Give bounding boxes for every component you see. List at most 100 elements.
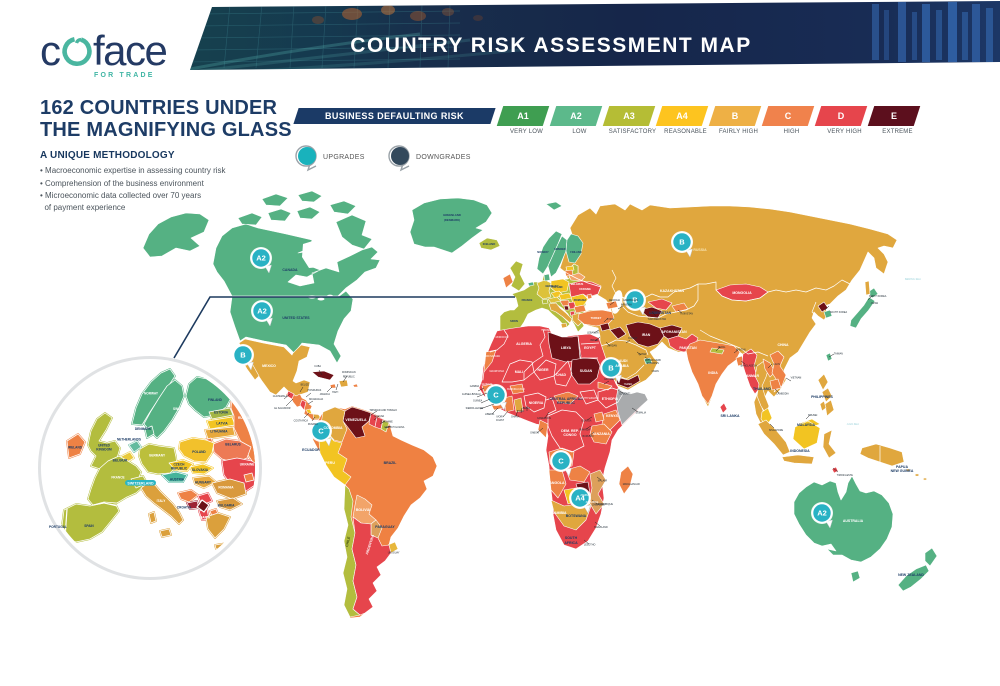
svg-text:KENYA: KENYA — [606, 414, 618, 418]
svg-text:TAJIKISTAN: TAJIKISTAN — [680, 312, 693, 315]
svg-text:COLOMBIA: COLOMBIA — [323, 426, 343, 430]
svg-text:NICARAGUA: NICARAGUA — [309, 398, 324, 401]
svg-text:CENTRAL AFRICAN: CENTRAL AFRICAN — [549, 397, 583, 401]
svg-text:SPAIN: SPAIN — [84, 524, 94, 528]
svg-text:TUNISIA: TUNISIA — [541, 329, 551, 332]
svg-text:UGANDA: UGANDA — [581, 420, 592, 423]
svg-text:UKRAINE: UKRAINE — [579, 287, 591, 291]
svg-text:GUINEA: GUINEA — [473, 400, 483, 403]
svg-text:MALI: MALI — [515, 370, 524, 374]
svg-text:CZECH: CZECH — [174, 463, 186, 467]
svg-text:MEXICO: MEXICO — [262, 364, 276, 368]
svg-text:CANADA: CANADA — [282, 268, 298, 272]
svg-text:KAZAKHSTAN: KAZAKHSTAN — [660, 289, 685, 293]
svg-text:UKRAINE: UKRAINE — [240, 463, 255, 467]
svg-text:ARMENIA: ARMENIA — [621, 304, 632, 307]
svg-text:GERMANY: GERMANY — [545, 284, 559, 288]
svg-text:ARABIA: ARABIA — [615, 364, 629, 368]
svg-text:GEORGIA: GEORGIA — [609, 299, 621, 302]
svg-text:MADAGASCAR: MADAGASCAR — [623, 483, 640, 486]
svg-text:B: B — [240, 351, 246, 360]
svg-text:C: C — [493, 391, 499, 400]
svg-text:ZAMBIA: ZAMBIA — [580, 494, 589, 497]
svg-text:ICELAND: ICELAND — [483, 242, 495, 246]
svg-text:TURKEY: TURKEY — [591, 316, 602, 320]
svg-text:MONGOLIA: MONGOLIA — [732, 291, 752, 295]
svg-text:A4: A4 — [575, 494, 585, 503]
svg-text:REPUBLIC: REPUBLIC — [343, 376, 355, 379]
svg-text:CAMEROON: CAMEROON — [537, 417, 551, 420]
svg-text:BELARUS: BELARUS — [571, 282, 584, 286]
svg-text:MOZAMBIQUE: MOZAMBIQUE — [597, 503, 614, 506]
svg-text:UNITED ARAB: UNITED ARAB — [645, 359, 661, 362]
svg-text:CROATIA: CROATIA — [177, 506, 192, 510]
svg-text:BOLIVIA: BOLIVIA — [356, 508, 371, 512]
svg-text:VENEZUELA: VENEZUELA — [345, 418, 367, 422]
svg-text:SWEDEN: SWEDEN — [554, 247, 566, 251]
svg-text:NETHERLANDS: NETHERLANDS — [117, 438, 141, 442]
svg-text:BOTSWANA: BOTSWANA — [566, 514, 587, 518]
svg-text:SUDAN: SUDAN — [580, 369, 593, 373]
svg-text:MOROCCO: MOROCCO — [496, 336, 509, 339]
svg-text:DOMINICAN: DOMINICAN — [342, 371, 356, 374]
svg-text:SOUTH SUDAN: SOUTH SUDAN — [579, 397, 597, 400]
svg-text:POLAND: POLAND — [552, 285, 563, 289]
svg-text:AUSTRALIA: AUSTRALIA — [843, 519, 864, 523]
svg-text:CHINA: CHINA — [777, 343, 789, 347]
svg-text:NIGER: NIGER — [537, 368, 549, 372]
svg-text:face: face — [93, 27, 167, 74]
svg-text:BHUTAN: BHUTAN — [736, 348, 746, 351]
svg-text:ZIMBABWE: ZIMBABWE — [586, 501, 599, 504]
svg-text:COUNTRY RISK ASSESSMENT MAP: COUNTRY RISK ASSESSMENT MAP — [350, 34, 751, 57]
svg-text:LAOS: LAOS — [774, 363, 781, 366]
svg-text:COAST: COAST — [496, 419, 505, 422]
svg-text:ECUADOR: ECUADOR — [302, 448, 320, 452]
svg-text:MALAYSIA: MALAYSIA — [797, 423, 815, 427]
svg-text:REPUBLIC: REPUBLIC — [171, 467, 188, 471]
svg-text:C: C — [318, 427, 324, 436]
svg-text:(DENMARK): (DENMARK) — [444, 218, 460, 222]
svg-text:OMAN: OMAN — [652, 370, 659, 373]
svg-text:UZBEKISTAN: UZBEKISTAN — [649, 311, 672, 315]
svg-text:FRENCH GUIANA: FRENCH GUIANA — [385, 426, 405, 429]
svg-text:CAMBODIA: CAMBODIA — [776, 392, 789, 395]
svg-text:SOUTH KOREA: SOUTH KOREA — [830, 311, 848, 314]
svg-text:PANAMA: PANAMA — [308, 423, 318, 426]
svg-text:LITHUANIA: LITHUANIA — [210, 430, 228, 434]
svg-text:A2: A2 — [256, 254, 266, 263]
svg-text:AFGHANISTAN: AFGHANISTAN — [661, 330, 687, 334]
svg-text:KUWAIT: KUWAIT — [628, 337, 638, 340]
svg-text:DEM. REP.: DEM. REP. — [561, 429, 579, 433]
svg-text:EMIRATES: EMIRATES — [647, 362, 659, 365]
svg-text:DOWNGRADES: DOWNGRADES — [416, 154, 471, 161]
svg-text:A2: A2 — [817, 509, 827, 518]
svg-text:C: C — [558, 457, 564, 466]
svg-text:ITALY: ITALY — [157, 499, 167, 503]
svg-text:RUSSIA: RUSSIA — [693, 248, 707, 252]
svg-text:FRANCE: FRANCE — [111, 476, 124, 480]
svg-text:NEPAL: NEPAL — [718, 346, 726, 349]
svg-text:ETHIOPIA: ETHIOPIA — [602, 397, 619, 401]
svg-text:FOR TRADE: FOR TRADE — [94, 72, 155, 79]
svg-text:SINGAPORE: SINGAPORE — [769, 429, 784, 432]
svg-text:BURKINA FASO: BURKINA FASO — [507, 388, 525, 391]
svg-text:PORTUGAL: PORTUGAL — [49, 525, 67, 529]
svg-text:TURKMENISTAN: TURKMENISTAN — [647, 318, 666, 321]
svg-text:SOUTH: SOUTH — [565, 536, 578, 540]
svg-text:UNITED: UNITED — [98, 444, 111, 448]
svg-text:URUGUAY: URUGUAY — [388, 552, 400, 555]
svg-text:KINGDOM: KINGDOM — [96, 448, 112, 452]
svg-text:YEMEN: YEMEN — [624, 383, 633, 386]
svg-text:AUSTRIA: AUSTRIA — [170, 478, 185, 482]
svg-text:SLOVAKIA: SLOVAKIA — [192, 468, 209, 472]
svg-text:RWANDA: RWANDA — [580, 428, 591, 431]
svg-text:GUYANA: GUYANA — [374, 415, 384, 418]
svg-text:ZIMBABWE: ZIMBABWE — [592, 504, 605, 507]
svg-text:CHAD: CHAD — [556, 373, 567, 377]
svg-text:GUATEMALA: GUATEMALA — [273, 395, 288, 398]
svg-text:THAILAND: THAILAND — [753, 387, 771, 391]
svg-text:PHILIPPINES: PHILIPPINES — [811, 395, 833, 399]
svg-text:JORDAN: JORDAN — [607, 344, 617, 347]
svg-text:TIMOR-LESTE: TIMOR-LESTE — [837, 474, 853, 477]
svg-text:GABON: GABON — [530, 432, 539, 435]
